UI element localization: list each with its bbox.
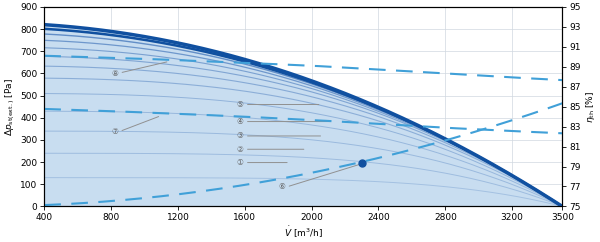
Y-axis label: $\eta_\mathrm{th}$ [%]: $\eta_\mathrm{th}$ [%]: [584, 91, 596, 123]
Text: ⑧: ⑧: [111, 68, 118, 77]
Text: ①: ①: [236, 158, 243, 167]
Y-axis label: $\Delta p_\mathrm{st(ext.)}$ [Pa]: $\Delta p_\mathrm{st(ext.)}$ [Pa]: [4, 78, 17, 136]
Text: ⑦: ⑦: [111, 127, 118, 136]
Text: ⑥: ⑥: [278, 182, 285, 191]
Text: ④: ④: [236, 117, 243, 126]
X-axis label: $\dot{V}\ \mathrm{[m^3/h]}$: $\dot{V}\ \mathrm{[m^3/h]}$: [284, 224, 323, 239]
Text: ③: ③: [236, 131, 243, 140]
Text: ②: ②: [236, 145, 243, 154]
Text: ⑤: ⑤: [236, 100, 243, 109]
